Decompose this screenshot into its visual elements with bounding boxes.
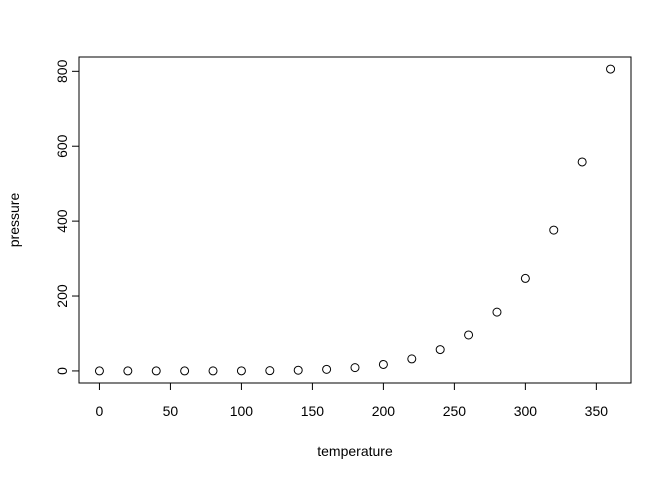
data-point — [208, 366, 218, 376]
data-point — [180, 366, 190, 376]
x-tick-label: 200 — [372, 403, 396, 419]
x-tick-label: 300 — [514, 403, 538, 419]
x-tick-label: 0 — [96, 403, 104, 419]
x-tick-label: 250 — [443, 403, 467, 419]
data-point — [265, 366, 275, 376]
x-tick-label: 50 — [163, 403, 179, 419]
y-tick-label: 600 — [54, 134, 70, 158]
y-tick-label: 800 — [54, 59, 70, 83]
data-point — [520, 273, 530, 283]
x-tick-label: 350 — [585, 403, 609, 419]
data-point — [435, 345, 445, 355]
data-point — [378, 359, 388, 369]
data-point — [577, 157, 587, 167]
y-tick-label: 200 — [54, 284, 70, 308]
x-tick-label: 150 — [301, 403, 325, 419]
data-point — [94, 366, 104, 376]
x-tick-label: 100 — [230, 403, 254, 419]
x-axis-label: temperature — [317, 443, 393, 459]
y-axis-label: pressure — [6, 193, 22, 248]
x-axis: 0 50 100 150 200 250 300 350 — [96, 382, 609, 419]
y-axis: 0 200 400 600 800 — [54, 59, 80, 375]
data-points — [94, 64, 616, 376]
y-tick-label: 0 — [54, 367, 70, 375]
data-point — [151, 366, 161, 376]
data-point — [123, 366, 133, 376]
data-point — [492, 307, 502, 317]
data-point — [293, 365, 303, 375]
data-point — [322, 364, 332, 374]
plot-box — [78, 56, 632, 384]
data-point — [350, 363, 360, 373]
data-point — [464, 330, 474, 340]
data-point — [236, 366, 246, 376]
y-tick-label: 400 — [54, 209, 70, 233]
data-point — [549, 225, 559, 235]
data-point — [407, 354, 417, 364]
data-point — [606, 64, 616, 74]
